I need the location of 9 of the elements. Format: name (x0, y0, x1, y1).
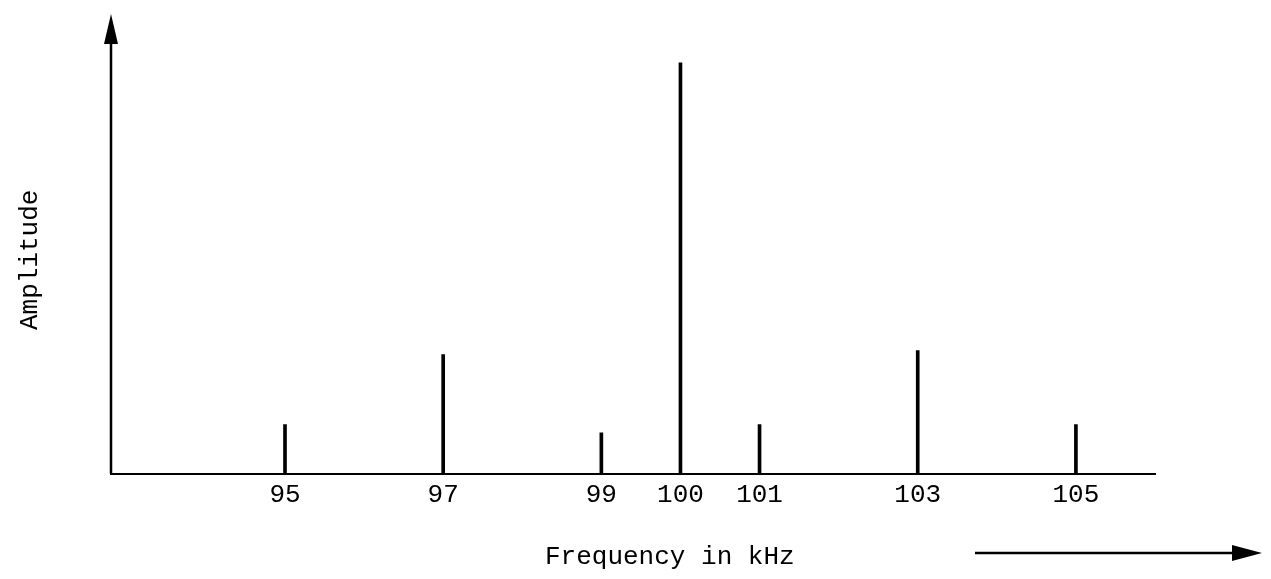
x-axis-title: Frequency in kHz (545, 541, 795, 572)
x-tick-label: 103 (894, 480, 942, 511)
x-tick-label: 101 (736, 480, 783, 511)
x-tick-label: 97 (427, 480, 459, 511)
x-tick-label: 99 (585, 480, 617, 511)
x-tick-label: 95 (269, 480, 301, 511)
y-axis-title: Amplitude (14, 189, 45, 330)
x-tick-label: 105 (1052, 480, 1100, 511)
x-tick-label: 100 (657, 480, 704, 511)
